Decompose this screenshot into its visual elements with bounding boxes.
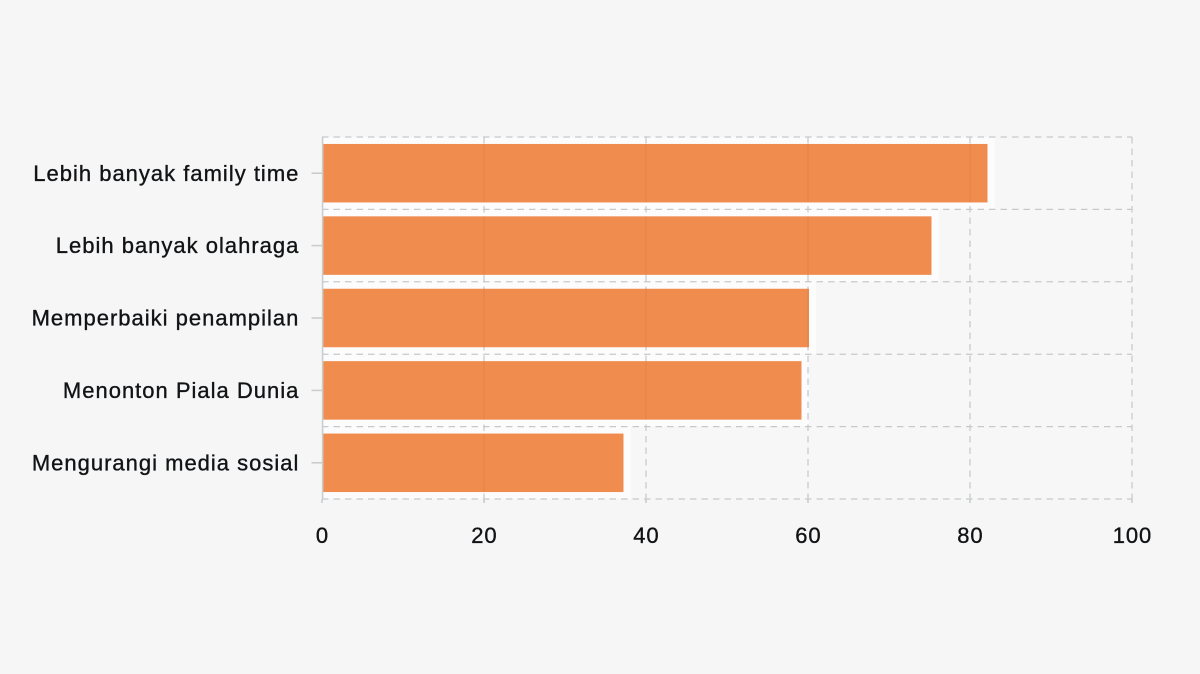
- svg-text:40: 40: [633, 523, 659, 548]
- svg-text:100: 100: [1113, 523, 1152, 548]
- svg-text:Lebih banyak olahraga: Lebih banyak olahraga: [56, 233, 300, 258]
- svg-text:Mengurangi media sosial: Mengurangi media sosial: [32, 450, 300, 475]
- svg-text:60: 60: [795, 523, 821, 548]
- svg-text:Memperbaiki penampilan: Memperbaiki penampilan: [32, 306, 300, 331]
- svg-text:20: 20: [471, 523, 497, 548]
- svg-text:80: 80: [957, 523, 983, 548]
- svg-text:0: 0: [316, 523, 329, 548]
- svg-text:Lebih banyak family time: Lebih banyak family time: [33, 161, 299, 186]
- svg-text:Menonton Piala Dunia: Menonton Piala Dunia: [63, 378, 299, 403]
